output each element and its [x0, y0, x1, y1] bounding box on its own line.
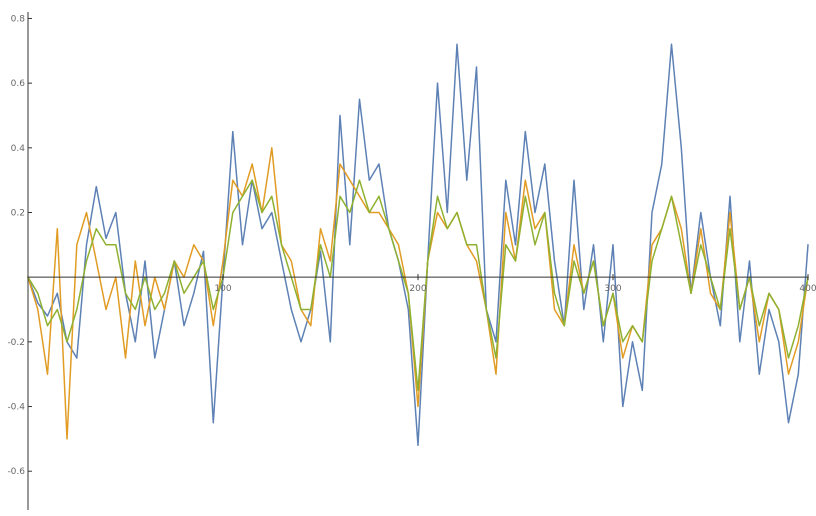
x-tick-label: 400 [799, 284, 816, 294]
y-tick-label: -0.2 [7, 338, 25, 348]
series-line-3 [27, 179, 809, 392]
y-tick-label: -0.6 [7, 467, 25, 477]
y-tick-label: 0.2 [11, 208, 25, 218]
series-line-1 [27, 43, 809, 447]
y-tick-label: -0.4 [7, 403, 25, 413]
y-tick-label: 0.8 [11, 14, 26, 24]
series-line-2 [27, 147, 809, 440]
x-tick-label: 200 [409, 284, 426, 294]
y-axis-ticks: -0.6 -0.4 -0.2 0.2 0.4 0.6 0.8 [7, 14, 32, 477]
y-tick-label: 0.6 [11, 79, 26, 89]
x-axis-ticks: 100 200 300 400 [214, 274, 816, 294]
x-tick-label: 100 [214, 284, 231, 294]
series-layer [27, 43, 809, 447]
y-tick-label: 0.4 [11, 144, 26, 154]
x-tick-label: 300 [604, 284, 621, 294]
